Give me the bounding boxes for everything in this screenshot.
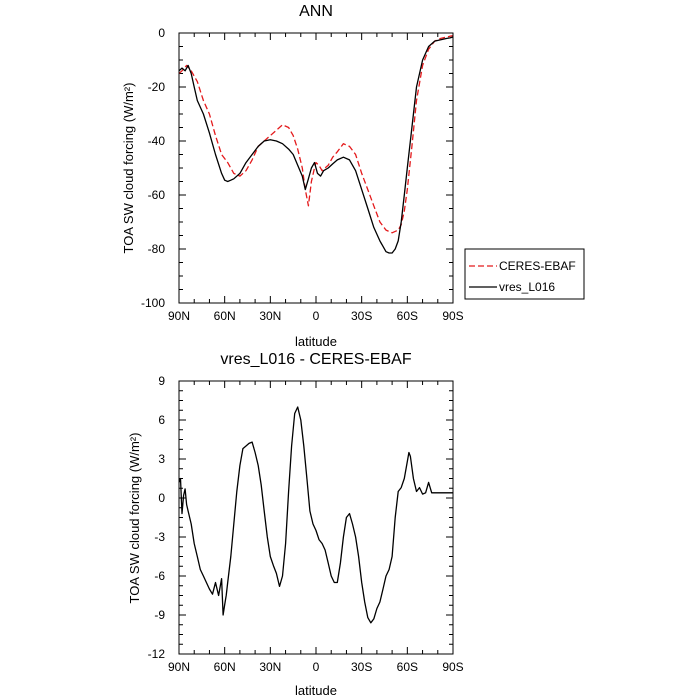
bottom-series-lines bbox=[178, 406, 453, 624]
bottom-y-tick-label: 0 bbox=[158, 491, 165, 505]
top-y-tick-labels: 0 -20 -40 -60 -80 -100 bbox=[141, 26, 165, 310]
top-plot-frame bbox=[178, 32, 454, 304]
bottom-plot-frame bbox=[178, 380, 454, 655]
bottom-x-tick-label: 90S bbox=[442, 660, 463, 674]
bottom-panel-title: vres_L016 - CERES-EBAF bbox=[220, 351, 411, 368]
top-y-tick-label: -40 bbox=[148, 134, 166, 148]
bottom-difference-line bbox=[178, 406, 453, 624]
bottom-y-tick-labels: 9 6 3 0 -3 -6 -9 -12 bbox=[148, 374, 166, 661]
bottom-x-tick-label: 60S bbox=[397, 660, 418, 674]
bottom-y-tick-label: -12 bbox=[148, 647, 166, 661]
bottom-y-tick-label: -3 bbox=[154, 530, 165, 544]
top-series-vres-l016 bbox=[178, 36, 454, 254]
top-x-axis-label: latitude bbox=[295, 334, 337, 349]
legend-box bbox=[464, 248, 585, 300]
bottom-x-tick-label: 30N bbox=[259, 660, 281, 674]
top-x-tick-label: 30N bbox=[259, 309, 281, 323]
top-y-tick-label: 0 bbox=[158, 26, 165, 40]
top-x-tick-label: 0 bbox=[313, 309, 320, 323]
bottom-x-tick-label: 90N bbox=[168, 660, 190, 674]
top-y-tick-label: -80 bbox=[148, 242, 166, 256]
bottom-x-tick-label: 0 bbox=[313, 660, 320, 674]
top-x-tick-label: 90N bbox=[168, 309, 190, 323]
top-y-tick-label: -60 bbox=[148, 188, 166, 202]
top-series-ceres-ebaf bbox=[178, 35, 454, 234]
bottom-y-axis-label: TOA SW cloud forcing (W/m²) bbox=[127, 433, 142, 604]
bottom-y-tick-label: -6 bbox=[154, 569, 165, 583]
bottom-panel: vres_L016 - CERES-EBAF 90N 60N 30N 0 30S 60S 9… bbox=[127, 351, 464, 698]
legend-label-vres: vres_L016 bbox=[499, 280, 555, 294]
bottom-y-tick-label: 3 bbox=[158, 452, 165, 466]
top-x-tick-label: 60N bbox=[214, 309, 236, 323]
top-x-tick-label: 60S bbox=[397, 309, 418, 323]
bottom-y-tick-label: 6 bbox=[158, 413, 165, 427]
top-y-tick-label: -20 bbox=[148, 80, 166, 94]
legend: CERES-EBAF vres_L016 bbox=[464, 248, 585, 300]
top-panel-title: ANN bbox=[299, 3, 333, 20]
top-x-tick-label: 90S bbox=[442, 309, 463, 323]
top-panel: ANN 90N 60N 30N 0 30S 60S 90S 0 -20 -40 -60 -80 -10… bbox=[121, 3, 585, 349]
top-y-tick-label: -100 bbox=[141, 296, 165, 310]
top-x-tick-label: 30S bbox=[351, 309, 372, 323]
legend-label-ceres: CERES-EBAF bbox=[499, 259, 576, 273]
bottom-y-tick-label: -9 bbox=[154, 608, 165, 622]
bottom-x-tick-label: 60N bbox=[214, 660, 236, 674]
top-x-tick-labels: 90N 60N 30N 0 30S 60S 90S bbox=[168, 309, 464, 323]
bottom-x-tick-labels: 90N 60N 30N 0 30S 60S 90S bbox=[168, 660, 464, 674]
top-series-lines bbox=[178, 35, 454, 254]
bottom-y-tick-label: 9 bbox=[158, 374, 165, 388]
bottom-x-tick-label: 30S bbox=[351, 660, 372, 674]
bottom-axis-ticks bbox=[178, 380, 454, 655]
bottom-x-axis-label: latitude bbox=[295, 683, 337, 698]
top-y-axis-label: TOA SW cloud forcing (W/m²) bbox=[121, 83, 136, 254]
